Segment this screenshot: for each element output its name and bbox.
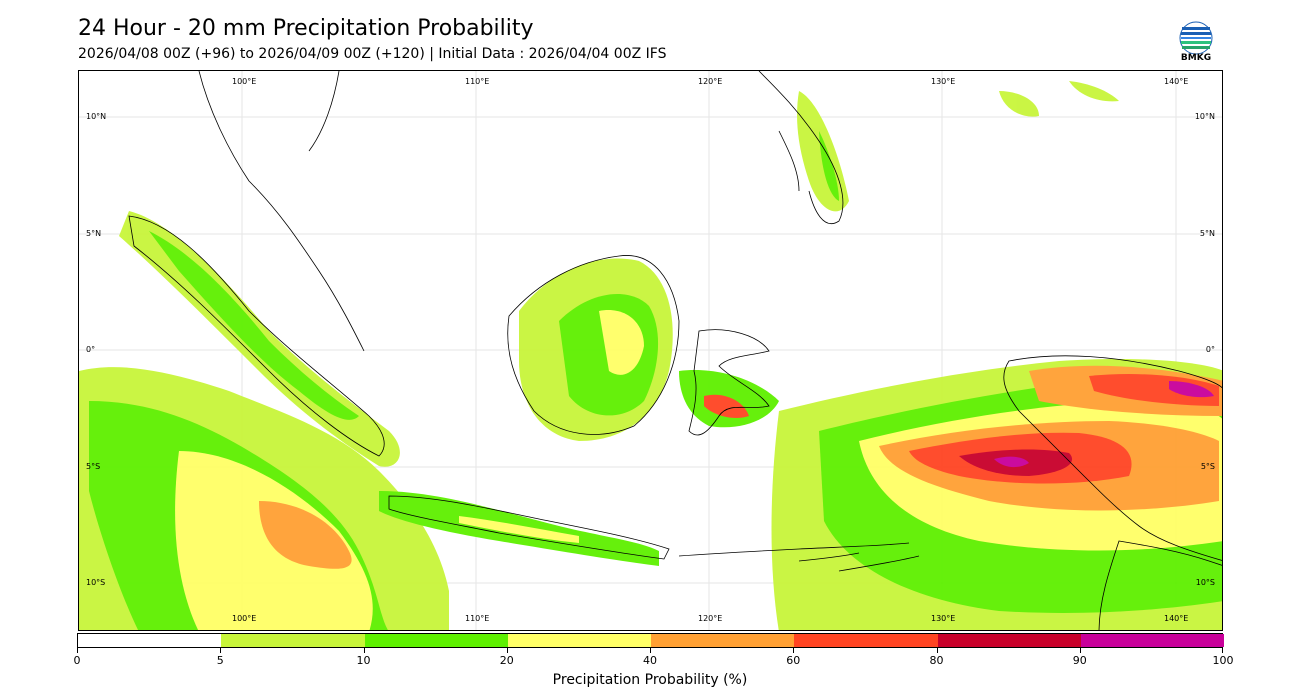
probability-fields xyxy=(79,81,1222,630)
lon-label-top: 130°E xyxy=(931,77,956,86)
colorbar-tick-label: 5 xyxy=(216,654,224,667)
lat-label-right: 10°N xyxy=(1194,112,1215,121)
lat-label-left: 10°N xyxy=(86,112,107,121)
lon-label-bottom: 130°E xyxy=(931,614,956,623)
colorbar-tick-label: 80 xyxy=(929,654,944,667)
colorbar-tick xyxy=(650,648,651,653)
lon-label-top: 140°E xyxy=(1164,77,1189,86)
colorbar-tick xyxy=(506,648,508,653)
colorbar-segment xyxy=(937,634,1081,647)
coastlines xyxy=(128,71,1222,630)
page-title: 24 Hour - 20 mm Precipitation Probabilit… xyxy=(78,16,534,41)
colorbar-tick xyxy=(1079,648,1081,653)
colorbar-segment xyxy=(1080,634,1224,647)
lat-label-right: 0° xyxy=(1205,345,1215,354)
colorbar-segment xyxy=(507,634,651,647)
lon-label-top: 110°E xyxy=(465,77,490,86)
colorbar-title: Precipitation Probability (%) xyxy=(552,672,748,688)
lat-label-left: 10°S xyxy=(86,578,106,587)
page-subtitle: 2026/04/08 00Z (+96) to 2026/04/09 00Z (… xyxy=(78,46,667,62)
lat-label-right: 5°N xyxy=(1199,229,1215,238)
colorbar-tick-label: 20 xyxy=(499,654,514,667)
map-svg xyxy=(79,71,1222,630)
colorbar xyxy=(77,633,1224,648)
colorbar-tick xyxy=(793,648,795,653)
colorbar-tick xyxy=(220,648,222,653)
colorbar-segment xyxy=(364,634,508,647)
colorbar-tick xyxy=(936,648,938,653)
lat-label-left: 0° xyxy=(86,345,96,354)
colorbar-segment xyxy=(221,634,365,647)
bmkg-logo-icon xyxy=(1179,21,1213,55)
lon-label-bottom: 100°E xyxy=(232,614,257,623)
lon-label-bottom: 110°E xyxy=(465,614,490,623)
lat-label-left: 5°S xyxy=(86,462,101,471)
colorbar-segment xyxy=(651,634,795,647)
lat-label-left: 5°N xyxy=(86,229,102,238)
colorbar-tick-label: 90 xyxy=(1072,654,1087,667)
colorbar-tick-label: 0 xyxy=(73,654,81,667)
lon-label-top: 100°E xyxy=(232,77,257,86)
lat-label-right: 5°S xyxy=(1200,462,1215,471)
lon-label-top: 120°E xyxy=(698,77,723,86)
bmkg-logo-text: BMKG xyxy=(1180,53,1212,63)
colorbar-tick xyxy=(1222,648,1223,653)
lon-label-bottom: 120°E xyxy=(698,614,723,623)
colorbar-segment xyxy=(794,634,938,647)
lon-label-bottom: 140°E xyxy=(1164,614,1189,623)
colorbar-tick-label: 10 xyxy=(356,654,371,667)
colorbar-tick xyxy=(363,648,365,653)
colorbar-segment xyxy=(78,634,222,647)
colorbar-tick-label: 40 xyxy=(643,654,657,667)
lat-label-right: 10°S xyxy=(1195,578,1215,587)
colorbar-tick xyxy=(77,648,78,653)
colorbar-tick-label: 100 xyxy=(1212,654,1234,667)
colorbar-tick-label: 60 xyxy=(786,654,801,667)
precipitation-map: 100°E 110°E 120°E 130°E 140°E 100°E 110°… xyxy=(78,70,1223,631)
